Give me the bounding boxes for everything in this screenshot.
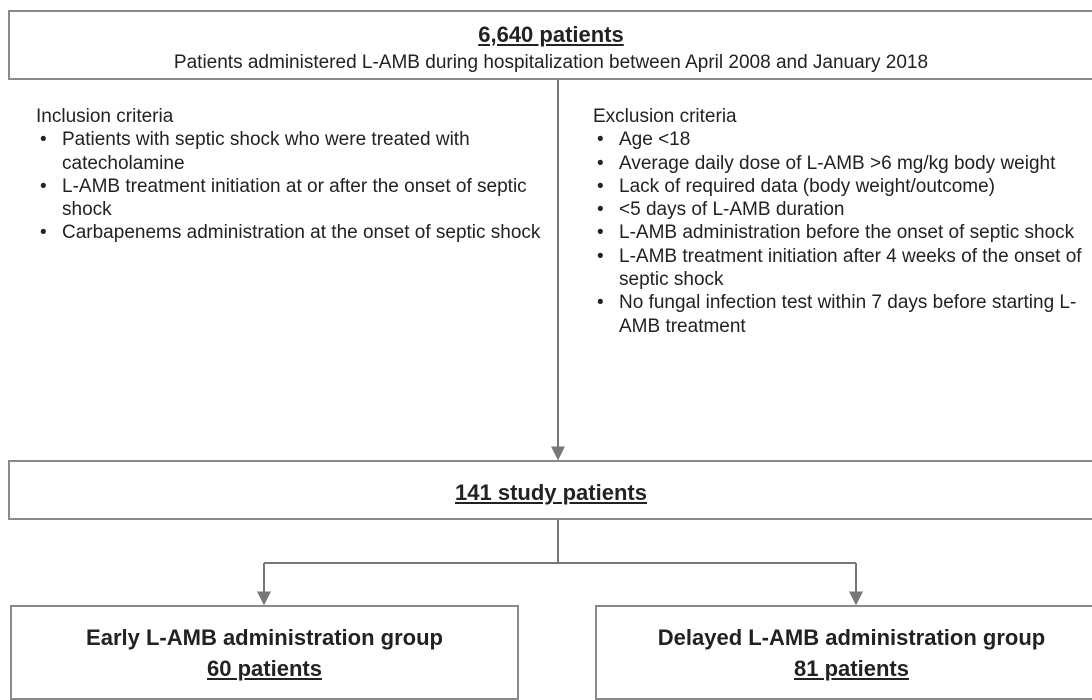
criterion: L-AMB treatment initiation at or after t… (36, 175, 546, 222)
criterion: <5 days of L-AMB duration (593, 198, 1092, 222)
criterion: Average daily dose of L-AMB >6 mg/kg bod… (593, 152, 1092, 176)
criterion: Lack of required data (body weight/outco… (593, 175, 1092, 199)
group-name: Delayed L-AMB administration group (657, 625, 1046, 650)
group-count: 81 patients (794, 656, 909, 681)
exclusion-list: Age <18Average daily dose of L-AMB >6 mg… (593, 128, 1092, 338)
inclusion-list: Patients with septic shock who were trea… (36, 128, 546, 245)
group-count: 60 patients (207, 656, 322, 681)
criterion: Patients with septic shock who were trea… (36, 128, 546, 175)
exclusion-heading: Exclusion criteria (593, 106, 737, 127)
group-box: Early L-AMB administration group 60 pati… (10, 605, 519, 700)
inclusion: Inclusion criteria Patients with septic … (36, 105, 546, 245)
criterion: No fungal infection test within 7 days b… (593, 291, 1092, 338)
study-box: 141 study patients (8, 460, 1092, 520)
criterion: Age <18 (593, 128, 1092, 152)
group-name: Early L-AMB administration group (86, 625, 443, 650)
top-box: 6,640 patients Patients administered L-A… (8, 10, 1092, 80)
group-box: Delayed L-AMB administration group 81 pa… (595, 605, 1092, 700)
inclusion-heading: Inclusion criteria (36, 106, 174, 127)
criterion: L-AMB treatment initiation after 4 weeks… (593, 245, 1092, 292)
exclusion: Exclusion criteria Age <18Average daily … (593, 105, 1092, 338)
criterion: L-AMB administration before the onset of… (593, 221, 1092, 245)
study-title: 141 study patients (455, 480, 647, 505)
criterion: Carbapenems administration at the onset … (36, 221, 546, 245)
top-subtitle: Patients administered L-AMB during hospi… (173, 52, 929, 73)
top-title: 6,640 patients (478, 22, 624, 47)
